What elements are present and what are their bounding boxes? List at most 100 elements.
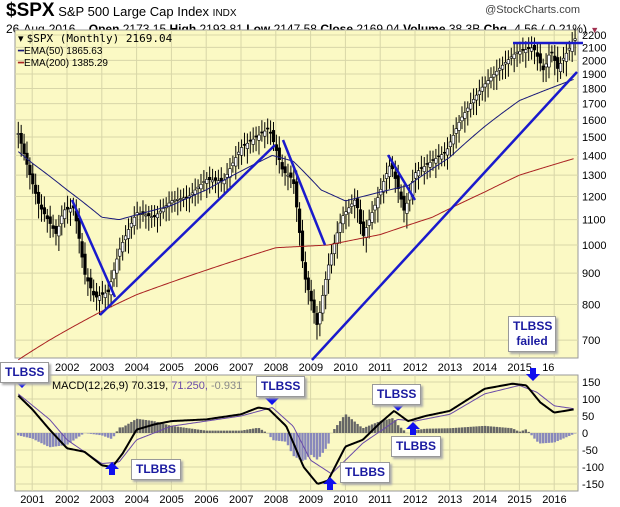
candle-body xyxy=(260,131,264,134)
macd-histogram-bar xyxy=(507,427,510,433)
macd-histogram-bar xyxy=(309,433,313,455)
annotation-tlbss-2011: TLBSS xyxy=(372,384,422,405)
macd-histogram-bar xyxy=(425,428,429,433)
legend-ema50: ━EMA(50) 1865.63 xyxy=(18,46,103,57)
candle-body xyxy=(321,295,325,314)
candle-body xyxy=(129,223,133,228)
candle-body xyxy=(318,312,322,325)
candle-body xyxy=(112,269,116,280)
candle-body xyxy=(367,219,371,226)
candle-body xyxy=(495,70,499,76)
candle-body xyxy=(45,215,49,219)
candle-body xyxy=(303,262,307,280)
macd-histogram-bar xyxy=(446,428,449,433)
macd-histogram-bar xyxy=(515,430,519,433)
candle-body xyxy=(83,253,87,275)
candle-body xyxy=(498,67,502,71)
macd-histogram-bar xyxy=(431,428,435,433)
macd-histogram-bar xyxy=(182,427,185,433)
candle-body xyxy=(208,176,212,180)
candle-body xyxy=(118,248,122,257)
macd-histogram-bar xyxy=(92,433,95,435)
macd-histogram-bar xyxy=(466,427,469,433)
candle-body xyxy=(547,54,551,68)
macd-tick-label: -150 xyxy=(582,479,604,491)
candle-body xyxy=(335,232,339,244)
macd-x-tick-label: 2001 xyxy=(20,494,44,506)
macd-histogram-bar xyxy=(112,433,116,437)
price-x-tick-label: 2009 xyxy=(299,362,323,374)
candle-body xyxy=(312,299,316,313)
macd-x-tick-label: 2008 xyxy=(264,494,288,506)
candle-body xyxy=(532,45,537,51)
candle-body xyxy=(538,53,542,64)
macd-histogram-bar xyxy=(341,417,345,433)
candle-body xyxy=(315,313,319,325)
price-tick-label: 1500 xyxy=(582,132,606,144)
price-tick-label: 1900 xyxy=(582,69,606,81)
candle-body xyxy=(22,143,26,155)
macd-histogram-bar xyxy=(133,420,136,433)
candle-body xyxy=(289,172,293,178)
macd-histogram-bar xyxy=(547,433,551,443)
macd-histogram-bar xyxy=(437,428,440,433)
candle-body xyxy=(344,211,348,215)
copyright: @StockCharts.com xyxy=(485,4,580,16)
candle-body xyxy=(132,216,136,226)
annotation-tlbbs-2009: TLBBS xyxy=(340,462,390,483)
candle-body xyxy=(518,51,522,55)
candle-body xyxy=(176,199,180,201)
trendline xyxy=(386,154,417,201)
macd-histogram-bar xyxy=(257,428,261,433)
macd-tick-label: -50 xyxy=(582,445,598,457)
candle-body xyxy=(239,147,244,156)
macd-histogram-bar xyxy=(280,433,284,442)
candle-body xyxy=(553,55,557,61)
macd-histogram-bar xyxy=(191,428,194,433)
candle-body xyxy=(353,199,357,206)
candle-body xyxy=(512,53,516,59)
macd-histogram-bar xyxy=(376,422,380,433)
macd-histogram-bar xyxy=(48,433,52,448)
macd-x-tick-label: 2011 xyxy=(368,494,392,506)
macd-histogram-bar xyxy=(553,433,556,443)
candle-body xyxy=(405,202,409,214)
price-x-tick-label: 2007 xyxy=(229,362,253,374)
macd-histogram-bar xyxy=(440,428,443,433)
macd-histogram-bar xyxy=(104,433,107,437)
price-x-tick-label: 2006 xyxy=(194,362,218,374)
candle-body xyxy=(126,229,131,239)
price-tick-label: 1000 xyxy=(582,240,606,252)
candle-body xyxy=(355,198,360,209)
candle-body xyxy=(309,290,313,302)
macd-histogram-bar xyxy=(222,430,226,433)
candle-body xyxy=(527,46,531,50)
annotation-tlbss-failed-2015: TLBSS failed xyxy=(508,316,556,352)
price-x-tick-label: 2010 xyxy=(333,362,357,374)
macd-x-tick-label: 2013 xyxy=(438,494,462,506)
macd-histogram-bar xyxy=(237,430,240,433)
candle-body xyxy=(179,198,183,200)
macd-histogram-bar xyxy=(208,430,211,433)
candle-body xyxy=(556,57,560,69)
macd-histogram-bar xyxy=(22,433,26,437)
candle-body xyxy=(460,116,464,122)
candle-body xyxy=(263,130,267,137)
candle-body xyxy=(350,203,354,207)
candle-body xyxy=(237,151,241,155)
chg-dropdown-icon[interactable]: ▼ xyxy=(590,25,600,35)
macd-histogram-bar xyxy=(365,426,368,433)
candle-body xyxy=(358,209,363,225)
candle-body xyxy=(474,94,479,101)
macd-histogram-bar xyxy=(333,429,336,433)
macd-histogram-bar xyxy=(399,427,403,433)
macd-x-tick-label: 2004 xyxy=(125,494,149,506)
macd-histogram-bar xyxy=(28,433,32,439)
macd-histogram-bar xyxy=(72,433,75,441)
macd-histogram-bar xyxy=(66,433,69,445)
macd-histogram-bar xyxy=(301,433,304,461)
candle-body xyxy=(80,241,84,258)
macd-histogram-bar xyxy=(533,433,536,439)
candle-body xyxy=(297,208,302,233)
macd-x-tick-label: 2006 xyxy=(194,494,218,506)
